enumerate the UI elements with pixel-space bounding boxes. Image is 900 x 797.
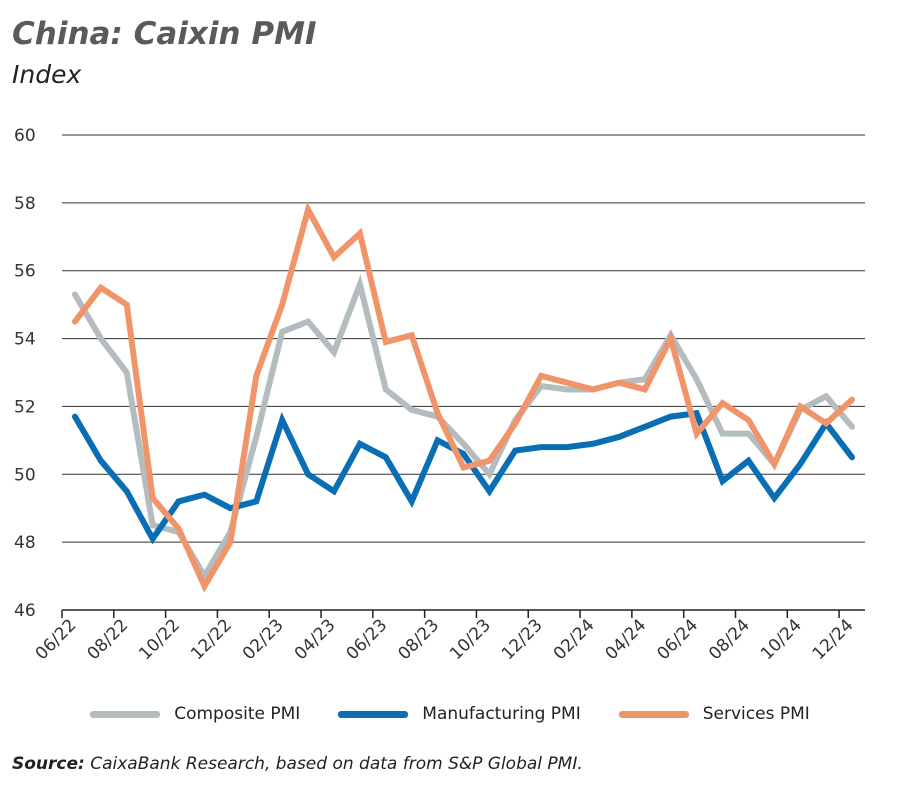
x-tick-label: 12/22 xyxy=(187,615,236,664)
x-tick-label: 10/23 xyxy=(446,615,495,664)
legend-label: Composite PMI xyxy=(174,704,301,724)
chart-title: China: Caixin PMI xyxy=(12,16,317,52)
legend: Composite PMI Manufacturing PMI Services P… xyxy=(0,704,900,724)
x-tick-label: 12/24 xyxy=(809,615,858,664)
y-tick-label: 46 xyxy=(14,601,36,621)
x-tick-label: 06/22 xyxy=(32,615,81,664)
y-tick-label: 56 xyxy=(14,262,36,282)
x-tick-label: 08/23 xyxy=(394,615,443,664)
x-tick-label: 12/23 xyxy=(498,615,547,664)
series-line-composite-pmi xyxy=(71,274,856,582)
x-tick-label: 02/24 xyxy=(550,615,599,664)
legend-label: Services PMI xyxy=(702,704,810,724)
series-line-services-pmi xyxy=(71,201,856,593)
legend-label: Manufacturing PMI xyxy=(422,704,581,724)
x-tick-label: 04/23 xyxy=(291,615,340,664)
chart-subtitle: Index xyxy=(12,60,82,89)
y-tick-label: 60 xyxy=(14,126,36,146)
legend-item: Manufacturing PMI xyxy=(338,704,581,724)
y-tick-label: 50 xyxy=(14,465,36,485)
y-tick-label: 52 xyxy=(14,397,36,417)
legend-swatch xyxy=(338,710,409,718)
source-note: Source: CaixaBank Research, based on dat… xyxy=(12,754,583,774)
legend-item: Services PMI xyxy=(618,704,810,724)
source-label: Source: xyxy=(12,754,85,774)
y-tick-label: 48 xyxy=(14,533,36,553)
legend-swatch xyxy=(90,710,161,718)
source-text: CaixaBank Research, based on data from S… xyxy=(84,754,583,774)
y-tick-label: 54 xyxy=(14,330,36,350)
x-tick-label: 06/24 xyxy=(653,615,702,664)
x-tick-label: 02/23 xyxy=(239,615,288,664)
x-tick-label: 04/24 xyxy=(602,615,651,664)
y-tick-label: 58 xyxy=(14,194,36,214)
legend-swatch xyxy=(618,710,689,718)
x-tick-label: 10/22 xyxy=(135,615,184,664)
x-tick-label: 08/24 xyxy=(705,615,754,664)
x-tick-label: 10/24 xyxy=(757,615,806,664)
x-tick-label: 06/23 xyxy=(343,615,392,664)
legend-item: Composite PMI xyxy=(90,704,300,724)
x-tick-label: 08/22 xyxy=(84,615,133,664)
